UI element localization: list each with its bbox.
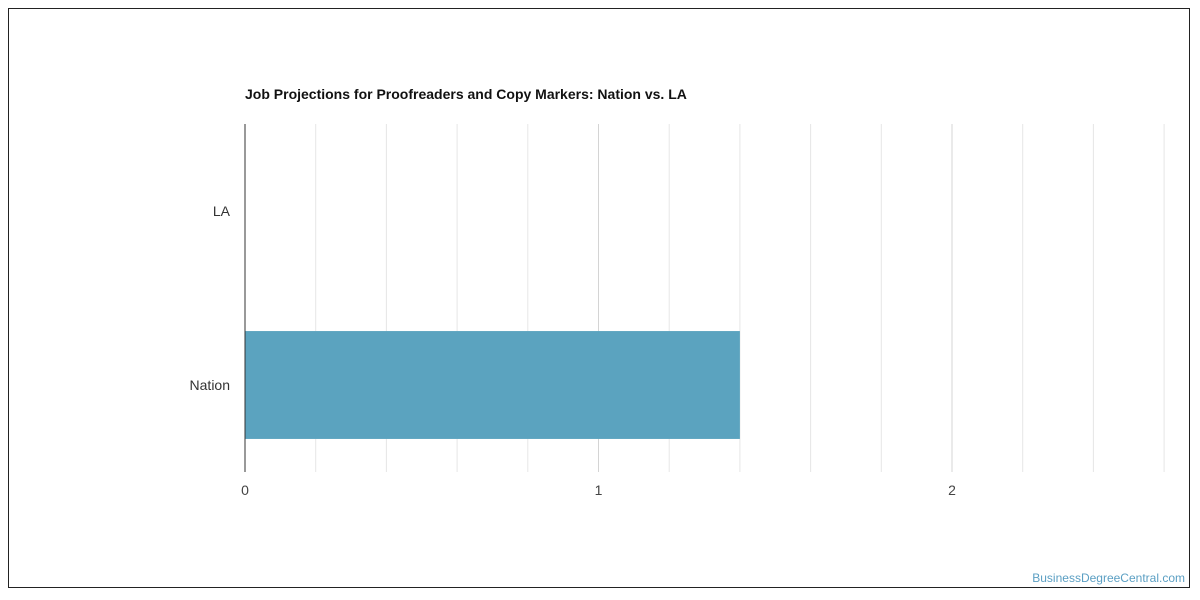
watermark: BusinessDegreeCentral.com — [1032, 571, 1185, 585]
x-tick-label: 2 — [948, 482, 956, 498]
bar-nation — [245, 331, 740, 439]
x-tick-label: 0 — [241, 482, 249, 498]
x-tick-label: 1 — [595, 482, 603, 498]
category-label-la: LA — [213, 203, 231, 219]
chart-title: Job Projections for Proofreaders and Cop… — [245, 86, 687, 102]
category-label-nation: Nation — [190, 377, 230, 393]
bar-layer — [245, 331, 740, 439]
label-layer: LA Nation 0 1 2 — [190, 203, 957, 498]
